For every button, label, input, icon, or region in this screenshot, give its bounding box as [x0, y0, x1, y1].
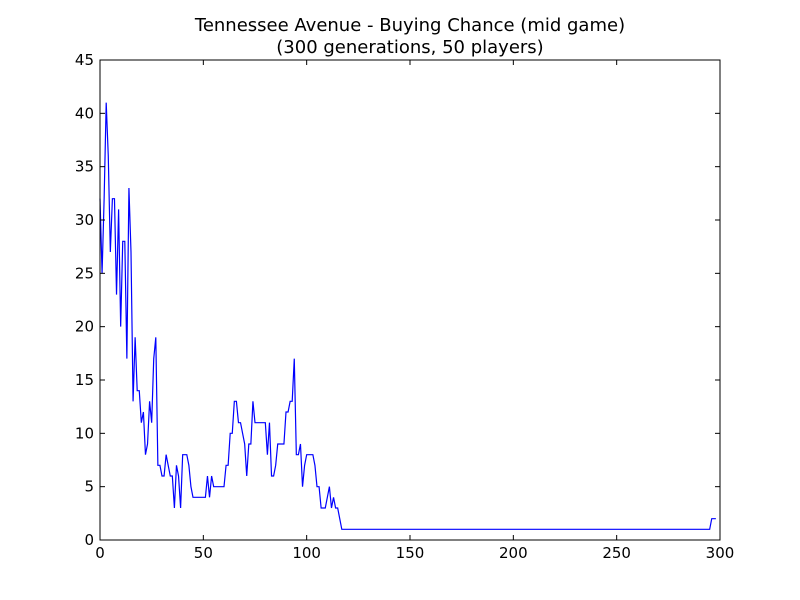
y-tick-label-20: 20	[75, 318, 94, 336]
x-tick-label-200: 200	[499, 544, 528, 562]
y-tick-label-10: 10	[75, 424, 94, 442]
x-tick-label-250: 250	[602, 544, 631, 562]
y-tick-label-15: 15	[75, 371, 94, 389]
y-tick-label-40: 40	[75, 104, 94, 122]
y-tick-label-30: 30	[75, 211, 94, 229]
series-line-0	[99, 102, 716, 530]
y-tick-label-25: 25	[75, 264, 94, 282]
chart-subtitle: (300 generations, 50 players)	[276, 37, 543, 58]
y-tick-label-45: 45	[75, 51, 94, 69]
plot-area: 0 50 100 150 200 250 300 0 5 10 15 20 25 30 35 40 45	[75, 51, 734, 562]
x-tick-label-150: 150	[396, 544, 425, 562]
y-tick-label-0: 0	[84, 531, 94, 549]
x-tick-label-50: 50	[194, 544, 213, 562]
x-tick-label-0: 0	[95, 544, 105, 562]
y-tick-label-5: 5	[84, 478, 94, 496]
x-tick-label-100: 100	[292, 544, 321, 562]
chart-title: Tennessee Avenue - Buying Chance (mid ga…	[194, 15, 625, 36]
x-tick-label-300: 300	[706, 544, 735, 562]
y-tick-label-35: 35	[75, 158, 94, 176]
